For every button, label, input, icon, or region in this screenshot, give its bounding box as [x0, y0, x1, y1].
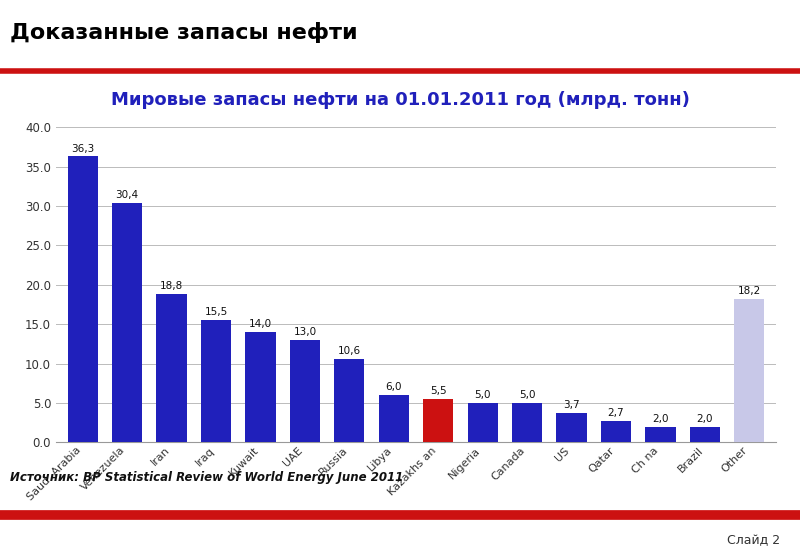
Text: 18,8: 18,8: [160, 281, 183, 291]
Bar: [246, 332, 275, 442]
Text: 18,2: 18,2: [738, 286, 761, 296]
Text: 15,5: 15,5: [204, 307, 228, 317]
Bar: [734, 299, 765, 442]
Text: 2,0: 2,0: [652, 414, 669, 424]
Bar: [646, 427, 675, 442]
Bar: [512, 403, 542, 442]
Bar: [601, 421, 631, 442]
Bar: [378, 395, 409, 442]
Text: 2,7: 2,7: [608, 408, 624, 419]
Text: 2,0: 2,0: [697, 414, 713, 424]
Bar: [201, 320, 231, 442]
Text: 10,6: 10,6: [338, 346, 361, 356]
Text: Доказанные запасы нефти: Доказанные запасы нефти: [10, 22, 358, 43]
Text: Источник: BP Statistical Review of World Energy June 2011: Источник: BP Statistical Review of World…: [10, 471, 403, 484]
Bar: [690, 427, 720, 442]
Text: 14,0: 14,0: [249, 319, 272, 330]
Bar: [67, 156, 98, 442]
Text: Мировые запасы нефти на 01.01.2011 год (млрд. тонн): Мировые запасы нефти на 01.01.2011 год (…: [110, 91, 690, 108]
Text: 13,0: 13,0: [294, 327, 317, 337]
Text: Слайд 2: Слайд 2: [727, 535, 780, 547]
Bar: [157, 294, 186, 442]
Text: 5,5: 5,5: [430, 387, 446, 397]
Bar: [557, 413, 586, 442]
Text: 36,3: 36,3: [71, 144, 94, 154]
Text: 30,4: 30,4: [115, 190, 138, 200]
Bar: [290, 340, 320, 442]
Text: 5,0: 5,0: [519, 390, 535, 400]
Bar: [467, 403, 498, 442]
Text: 5,0: 5,0: [474, 390, 491, 400]
Bar: [423, 399, 454, 442]
Bar: [334, 359, 365, 442]
Bar: [112, 203, 142, 442]
Text: 3,7: 3,7: [563, 400, 580, 410]
Text: 6,0: 6,0: [386, 382, 402, 393]
